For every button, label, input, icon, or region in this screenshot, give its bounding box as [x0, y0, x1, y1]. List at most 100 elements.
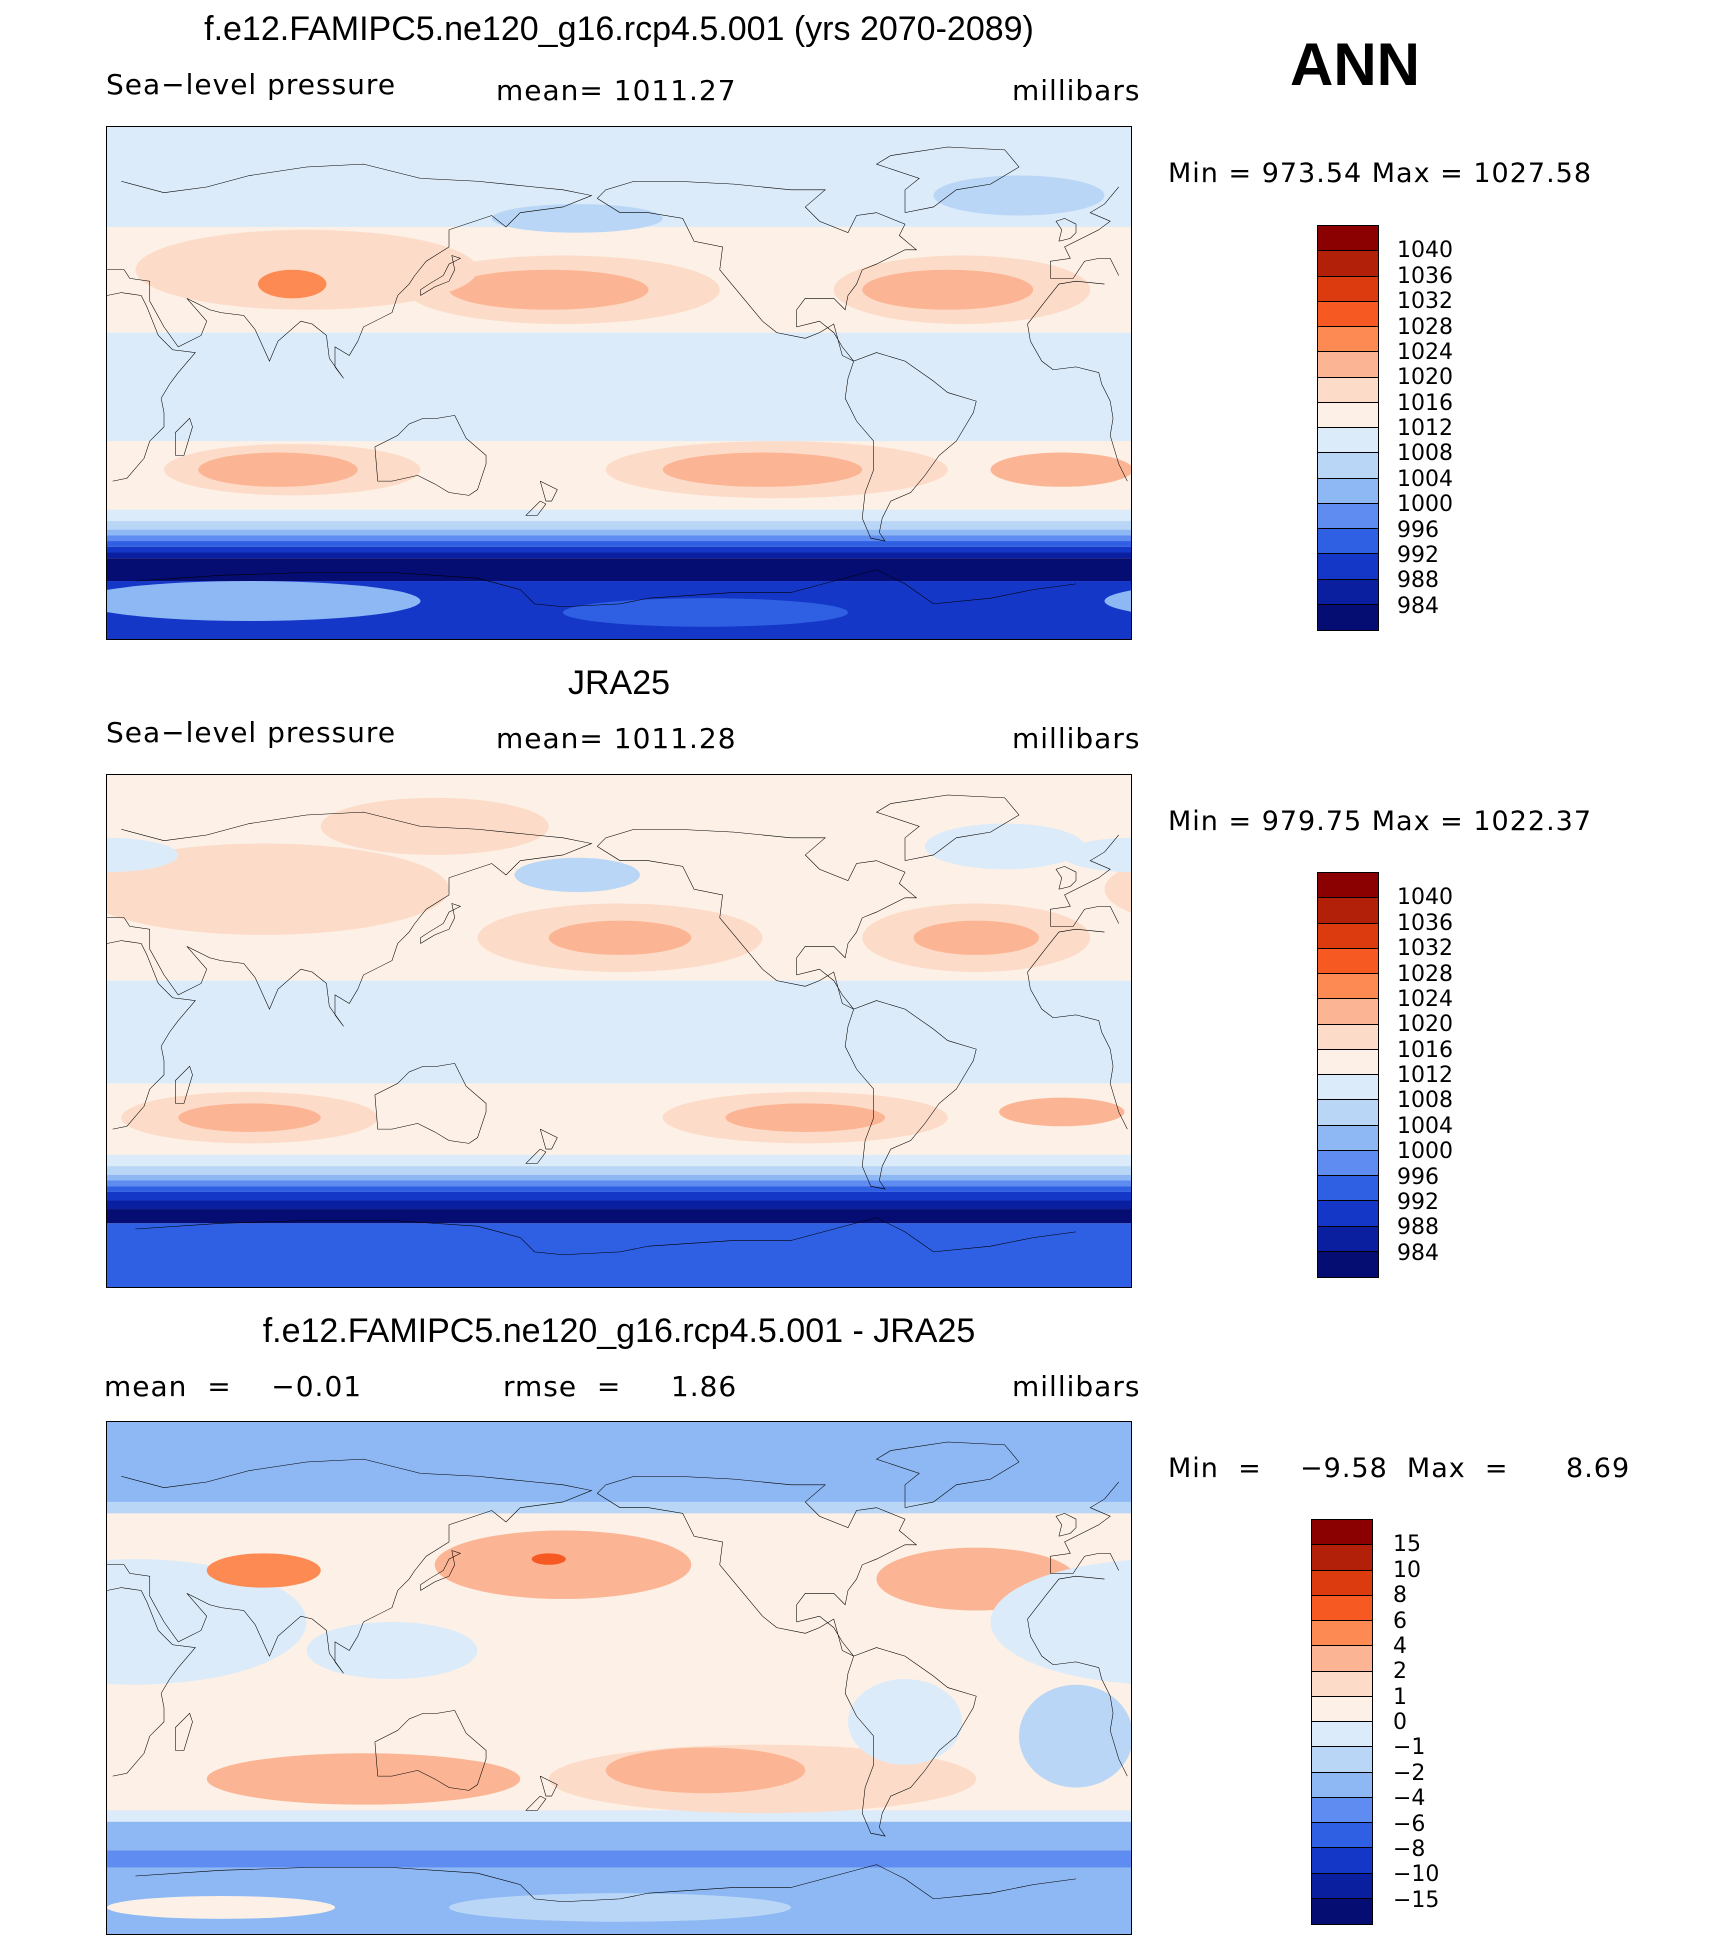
colorbar-swatch [1318, 948, 1378, 974]
pressure-band [107, 1810, 1131, 1822]
colorbar-tick-label: −1 [1393, 1735, 1426, 1761]
coastline [1050, 1482, 1118, 1573]
pressure-band [107, 332, 1131, 442]
pressure-contour [434, 1530, 692, 1600]
coastline [1028, 324, 1128, 481]
pressure-band [107, 1180, 1131, 1187]
pressure-band [107, 1223, 1131, 1287]
colorbar-swatch [1318, 999, 1378, 1025]
colorbar-tick-label: 1008 [1397, 441, 1453, 467]
colorbar-tick-label: 1004 [1397, 466, 1453, 492]
coastline [845, 1648, 976, 1836]
panel-variable-model: Sea−level pressure [106, 68, 397, 101]
colorbar-swatch [1318, 1226, 1378, 1252]
coastline [540, 1776, 557, 1796]
colorbar-swatch [1312, 1520, 1372, 1546]
coastline [421, 1551, 461, 1591]
pressure-band [107, 541, 1131, 547]
pressure-contour [924, 823, 1085, 870]
coastline [845, 1001, 976, 1189]
colorbar-tick-label: 1 [1393, 1684, 1407, 1710]
pressure-contour [449, 1893, 791, 1922]
pressure-band [107, 558, 1131, 582]
colorbar-tick-label: 984 [1397, 593, 1439, 619]
colorbar-tick-label: 988 [1397, 568, 1439, 594]
coastline [175, 418, 192, 455]
colorbar-swatch [1312, 1646, 1372, 1672]
colorbar-tick-label: 1036 [1397, 263, 1453, 289]
coastline [107, 812, 592, 1026]
coastline [1056, 1513, 1076, 1536]
panel-variable-obs: Sea−level pressure [106, 716, 397, 749]
colorbar-tick-label: 1004 [1397, 1113, 1453, 1139]
colorbar-swatch [1312, 1898, 1372, 1924]
colorbar-swatch [1318, 554, 1378, 580]
colorbar-swatch [1312, 1772, 1372, 1798]
coastline [526, 1149, 546, 1163]
pressure-contour [862, 269, 1034, 310]
map-diff [106, 1421, 1132, 1935]
pressure-contour [1061, 837, 1131, 873]
colorbar-tick-label: 988 [1397, 1215, 1439, 1241]
pressure-contour [548, 920, 692, 955]
coastline [1050, 1553, 1118, 1573]
coastline [877, 1442, 1020, 1508]
colorbar-swatch [1318, 1024, 1378, 1050]
colorbar-swatch [1318, 1125, 1378, 1151]
colorbar-labels-obs: 1040 1036 1032 1028 1024 1020 1016 1012 1008 1004… [1397, 872, 1477, 1278]
pressure-contour [1104, 590, 1131, 612]
coastline [107, 164, 592, 378]
colorbar-swatch [1312, 1823, 1372, 1849]
pressure-band [107, 509, 1131, 522]
season-label: ANN [1290, 31, 1420, 98]
colorbar-diff [1311, 1519, 1373, 1925]
coastline [1028, 281, 1105, 324]
pressure-contour [135, 229, 478, 310]
pressure-band [107, 521, 1131, 530]
coastline [1028, 929, 1105, 972]
colorbar-swatch [1312, 1797, 1372, 1823]
coastline [107, 1459, 592, 1673]
pressure-contour [605, 1747, 806, 1794]
colorbar-swatch [1318, 1201, 1378, 1227]
panel-mean-model: mean= 1011.27 [496, 74, 737, 107]
colorbar-swatch [1318, 1150, 1378, 1176]
colorbar-swatch [1318, 251, 1378, 277]
colorbar-tick-label: −4 [1393, 1786, 1426, 1812]
colorbar-tick-label: 0 [1393, 1710, 1407, 1735]
pressure-band [107, 1209, 1131, 1224]
panel-title-model: f.e12.FAMIPC5.ne120_g16.rcp4.5.001 (yrs … [204, 10, 1034, 48]
coastline [136, 1865, 1077, 1902]
colorbar-tick-label: 992 [1397, 542, 1439, 568]
colorbar-swatch [1312, 1747, 1372, 1773]
colorbar-tick-label: 10 [1393, 1557, 1421, 1583]
pressure-contour [999, 1097, 1125, 1127]
colorbar-swatch [1318, 276, 1378, 302]
colorbar-tick-label: 984 [1397, 1240, 1439, 1266]
colorbar-swatch [1318, 402, 1378, 428]
coastline [136, 570, 1077, 607]
coastline [1056, 218, 1076, 241]
pressure-contour [320, 797, 549, 855]
colorbar-tick-label: 1020 [1397, 1012, 1453, 1038]
colorbar-swatch [1318, 1100, 1378, 1126]
coastline [845, 353, 976, 541]
coastline [175, 1066, 192, 1103]
colorbar-swatch [1318, 529, 1378, 555]
pressure-contour [531, 1553, 566, 1565]
coastline [375, 1710, 486, 1790]
colorbar-swatch [1318, 1251, 1378, 1277]
colorbar-swatch [1318, 898, 1378, 924]
colorbar-tick-label: −6 [1393, 1811, 1426, 1837]
colorbar-swatch [1318, 974, 1378, 1000]
pressure-band [107, 1422, 1131, 1502]
colorbar-tick-label: 1000 [1397, 1139, 1453, 1165]
colorbar-labels-diff: 15 10 8 6 4 2 1 0 −1 −2 −4 −6 −8 −10 −15 [1393, 1519, 1473, 1925]
colorbar-tick-label: 1016 [1397, 390, 1453, 416]
colorbar-swatch [1312, 1722, 1372, 1748]
colorbar-tick-label: 1016 [1397, 1037, 1453, 1063]
colorbar-tick-label: 1024 [1397, 339, 1453, 365]
pressure-band [107, 1501, 1131, 1514]
coastline [1028, 1576, 1105, 1619]
pressure-contour [848, 1679, 962, 1765]
